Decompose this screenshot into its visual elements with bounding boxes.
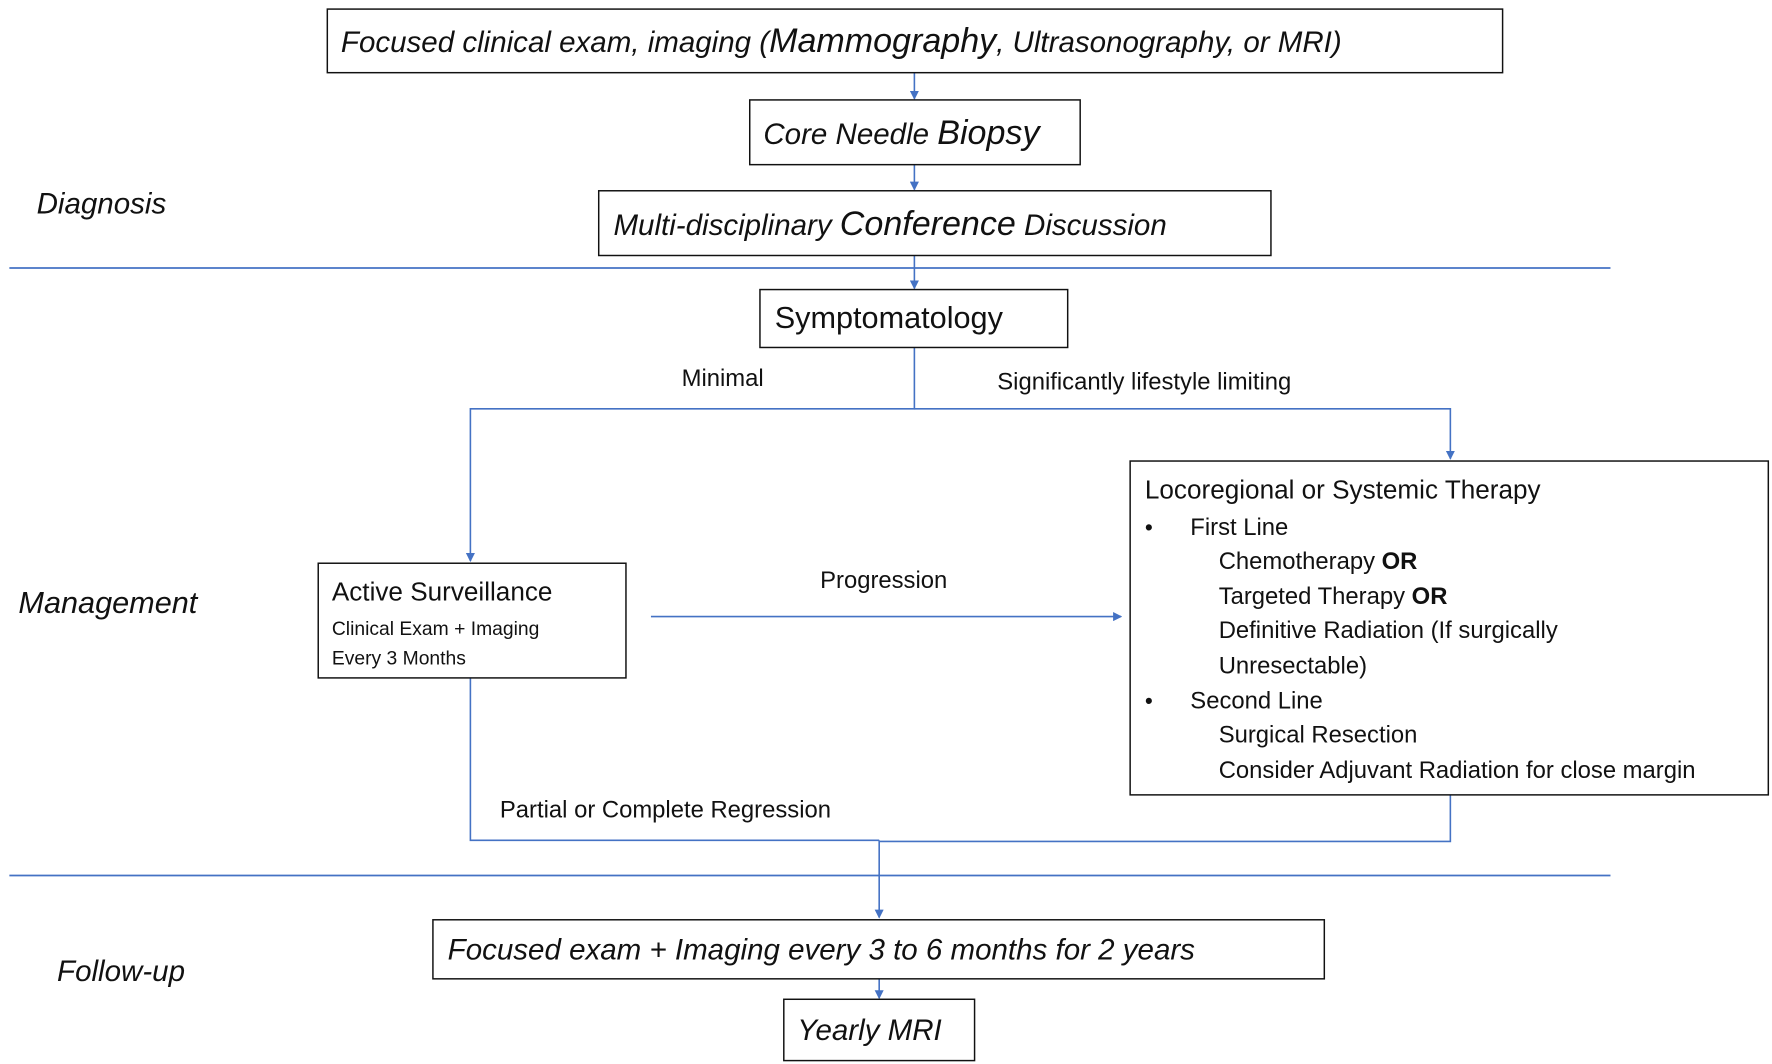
svg-text:Targeted Therapy OR: Targeted Therapy OR bbox=[1219, 583, 1448, 610]
conference-discussion-box: Multi-disciplinary Conference Discussion bbox=[597, 190, 1272, 257]
edge-label-minimal: Minimal bbox=[682, 365, 764, 392]
svg-text:Every 3 Months: Every 3 Months bbox=[332, 648, 466, 669]
svg-text:Unresectable): Unresectable) bbox=[1219, 652, 1367, 679]
svg-text:Active Surveillance: Active Surveillance bbox=[332, 577, 553, 607]
core-needle-biopsy-box: Core Needle Biopsy bbox=[748, 99, 1081, 166]
connectors bbox=[465, 72, 1455, 1000]
edge-label-regression: Partial or Complete Regression bbox=[500, 797, 831, 824]
svg-text:Core Needle Biopsy: Core Needle Biopsy bbox=[763, 114, 1041, 152]
svg-text:•: • bbox=[1145, 688, 1153, 714]
phase-label-follow-up: Follow-up bbox=[57, 955, 185, 988]
svg-text:Multi-disciplinary Conference: Multi-disciplinary Conference Discussion bbox=[613, 205, 1166, 243]
svg-text:Symptomatology: Symptomatology bbox=[775, 301, 1004, 335]
svg-text:Chemotherapy OR: Chemotherapy OR bbox=[1219, 548, 1418, 575]
exam-imaging-box: Focused clinical exam, imaging (Mammogra… bbox=[326, 8, 1504, 74]
svg-text:Second Line: Second Line bbox=[1190, 688, 1323, 715]
active-surveillance-box: Active Surveillance Clinical Exam + Imag… bbox=[317, 562, 627, 679]
yearly-mri-box: Yearly MRI bbox=[783, 998, 976, 1062]
svg-text:Definitive Radiation (If surgi: Definitive Radiation (If surgically bbox=[1219, 617, 1558, 644]
svg-text:Yearly MRI: Yearly MRI bbox=[797, 1014, 941, 1047]
svg-text:First Line: First Line bbox=[1190, 514, 1288, 541]
svg-text:Surgical Resection: Surgical Resection bbox=[1219, 722, 1418, 749]
svg-text:Locoregional or Systemic Ther: Locoregional or Systemic Therapy bbox=[1145, 475, 1541, 505]
edge-label-progression: Progression bbox=[820, 567, 947, 594]
phase-label-management: Management bbox=[18, 586, 198, 620]
svg-text:Clinical Exam + Imaging: Clinical Exam + Imaging bbox=[332, 619, 540, 640]
svg-text:Focused exam + Imaging every 3: Focused exam + Imaging every 3 to 6 mont… bbox=[448, 934, 1196, 967]
follow-up-imaging-box: Focused exam + Imaging every 3 to 6 mont… bbox=[432, 919, 1326, 980]
svg-text:Consider Adjuvant Radiation fo: Consider Adjuvant Radiation for close ma… bbox=[1219, 757, 1696, 784]
svg-text:Focused clinical exam, imaging: Focused clinical exam, imaging (Mammogra… bbox=[341, 22, 1342, 60]
phase-label-diagnosis: Diagnosis bbox=[37, 187, 167, 220]
edge-label-significant: Significantly lifestyle limiting bbox=[997, 368, 1291, 395]
symptomatology-box: Symptomatology bbox=[759, 288, 1069, 349]
therapy-box: Locoregional or Systemic Therapy • First… bbox=[1129, 460, 1770, 796]
svg-text:•: • bbox=[1145, 514, 1153, 540]
